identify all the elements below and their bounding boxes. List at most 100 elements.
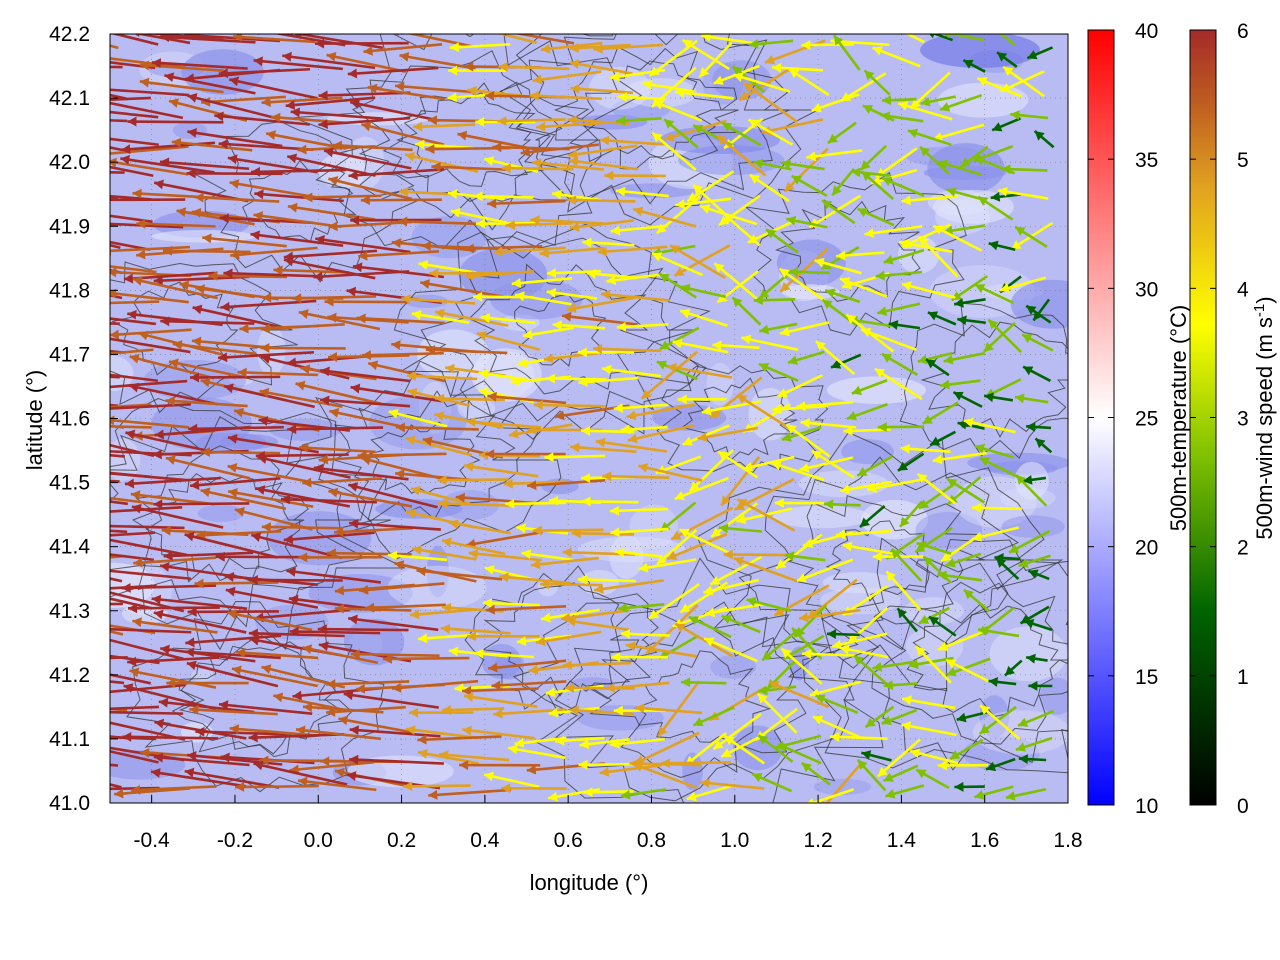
wind-vector xyxy=(814,257,862,275)
temperature-patch xyxy=(822,572,896,594)
wind-vector xyxy=(110,710,184,715)
wind-vector xyxy=(600,289,670,302)
wind-colorbar-ticks: 0 1 2 3 4 5 6 xyxy=(1190,20,1249,818)
wind-vector xyxy=(723,213,761,247)
wind-vector xyxy=(409,608,475,620)
wind-vector xyxy=(497,116,566,126)
wind-vector xyxy=(751,772,793,793)
y-tick-label: 41.6 xyxy=(49,408,90,431)
wind-vector xyxy=(943,34,985,42)
wind-vector xyxy=(888,320,921,330)
wind-vector xyxy=(680,283,727,299)
wind-vector xyxy=(900,443,951,454)
temperature-patch xyxy=(387,565,487,610)
wind-vector xyxy=(866,477,925,493)
wind-vector xyxy=(780,159,825,171)
wind-vector xyxy=(522,326,574,340)
wind-vector xyxy=(139,60,224,73)
wind-vector xyxy=(733,556,798,583)
wind-vector xyxy=(1015,474,1048,507)
wind-vector xyxy=(674,476,729,501)
wind-vector xyxy=(165,396,248,408)
wind-vector xyxy=(757,734,794,763)
wind-vector xyxy=(253,760,348,786)
wind-vector xyxy=(128,382,219,406)
wind-vector xyxy=(110,472,190,482)
wind-vector xyxy=(570,83,634,95)
wind-vector xyxy=(613,705,666,716)
wind-vector xyxy=(758,685,797,696)
wind-vector xyxy=(285,96,376,110)
wind-vector xyxy=(163,550,254,561)
wind-vector xyxy=(328,176,413,201)
temperature-patch xyxy=(860,499,928,540)
wind-vector xyxy=(505,220,573,231)
wind-vector xyxy=(962,58,986,73)
wind-vector xyxy=(132,617,218,634)
wind-vector xyxy=(595,437,667,453)
wind-vector xyxy=(901,695,956,710)
wind-vector xyxy=(332,140,413,152)
contour-line xyxy=(111,281,239,376)
wind-vector xyxy=(184,767,280,789)
wind-vector xyxy=(610,68,666,82)
wind-vector xyxy=(634,703,703,715)
wind-vector xyxy=(801,40,854,50)
wind-vector xyxy=(863,69,891,96)
wind-vector xyxy=(929,34,954,42)
wind-vector xyxy=(110,157,189,176)
wind-vector xyxy=(361,350,444,361)
wind-vector xyxy=(874,367,923,401)
wind-vector xyxy=(250,532,343,560)
temperature-patch xyxy=(110,355,134,392)
wind-vector xyxy=(318,116,411,130)
wind-vector xyxy=(417,734,502,745)
wind-vector xyxy=(110,101,184,120)
wind-vector xyxy=(110,240,151,252)
wind-vector xyxy=(999,276,1047,293)
wind-vector xyxy=(604,170,666,181)
wind-vector xyxy=(360,195,442,206)
temperature-patch xyxy=(609,535,644,579)
x-tick-label: 1.8 xyxy=(1053,829,1082,852)
y-tick-label: 41.5 xyxy=(49,472,90,495)
wind-vector xyxy=(846,402,888,421)
wind-vector xyxy=(455,492,538,505)
wind-vector xyxy=(292,34,384,50)
wind-vectors xyxy=(110,34,1055,803)
wind-vector xyxy=(110,554,126,559)
wind-vector xyxy=(1018,554,1051,568)
wind-vector xyxy=(159,157,250,171)
contour-line xyxy=(293,34,643,252)
wind-vector xyxy=(758,362,799,383)
wind-vector xyxy=(347,482,438,509)
wind-vector xyxy=(349,754,444,765)
wind-vector xyxy=(110,531,156,537)
wind-vector xyxy=(230,246,318,260)
wind-vector xyxy=(615,186,669,198)
wind-vector xyxy=(919,145,950,175)
wind-vector xyxy=(555,735,605,746)
wind-vector xyxy=(864,705,895,729)
wind-vector xyxy=(200,487,287,511)
colorbar-tick-label: 40 xyxy=(1135,20,1158,43)
wind-vector xyxy=(988,677,1017,687)
wind-vector xyxy=(287,424,384,435)
wind-vector xyxy=(1033,130,1055,149)
wind-vector xyxy=(881,95,917,106)
wind-vector xyxy=(110,65,123,69)
x-tick-label: 0.2 xyxy=(387,829,416,852)
wind-vector xyxy=(885,784,925,799)
wind-vector xyxy=(840,480,892,495)
wind-vector xyxy=(235,782,319,792)
wind-vector xyxy=(468,548,542,562)
wind-vector xyxy=(410,485,475,507)
wind-vector xyxy=(459,760,541,770)
wind-vector xyxy=(569,705,634,716)
wind-vector xyxy=(890,547,923,582)
wind-vector xyxy=(225,586,319,609)
x-tick-label: -0.4 xyxy=(134,829,171,852)
wind-vector xyxy=(450,207,507,224)
wind-vector xyxy=(692,706,735,727)
wind-vector xyxy=(592,343,662,354)
